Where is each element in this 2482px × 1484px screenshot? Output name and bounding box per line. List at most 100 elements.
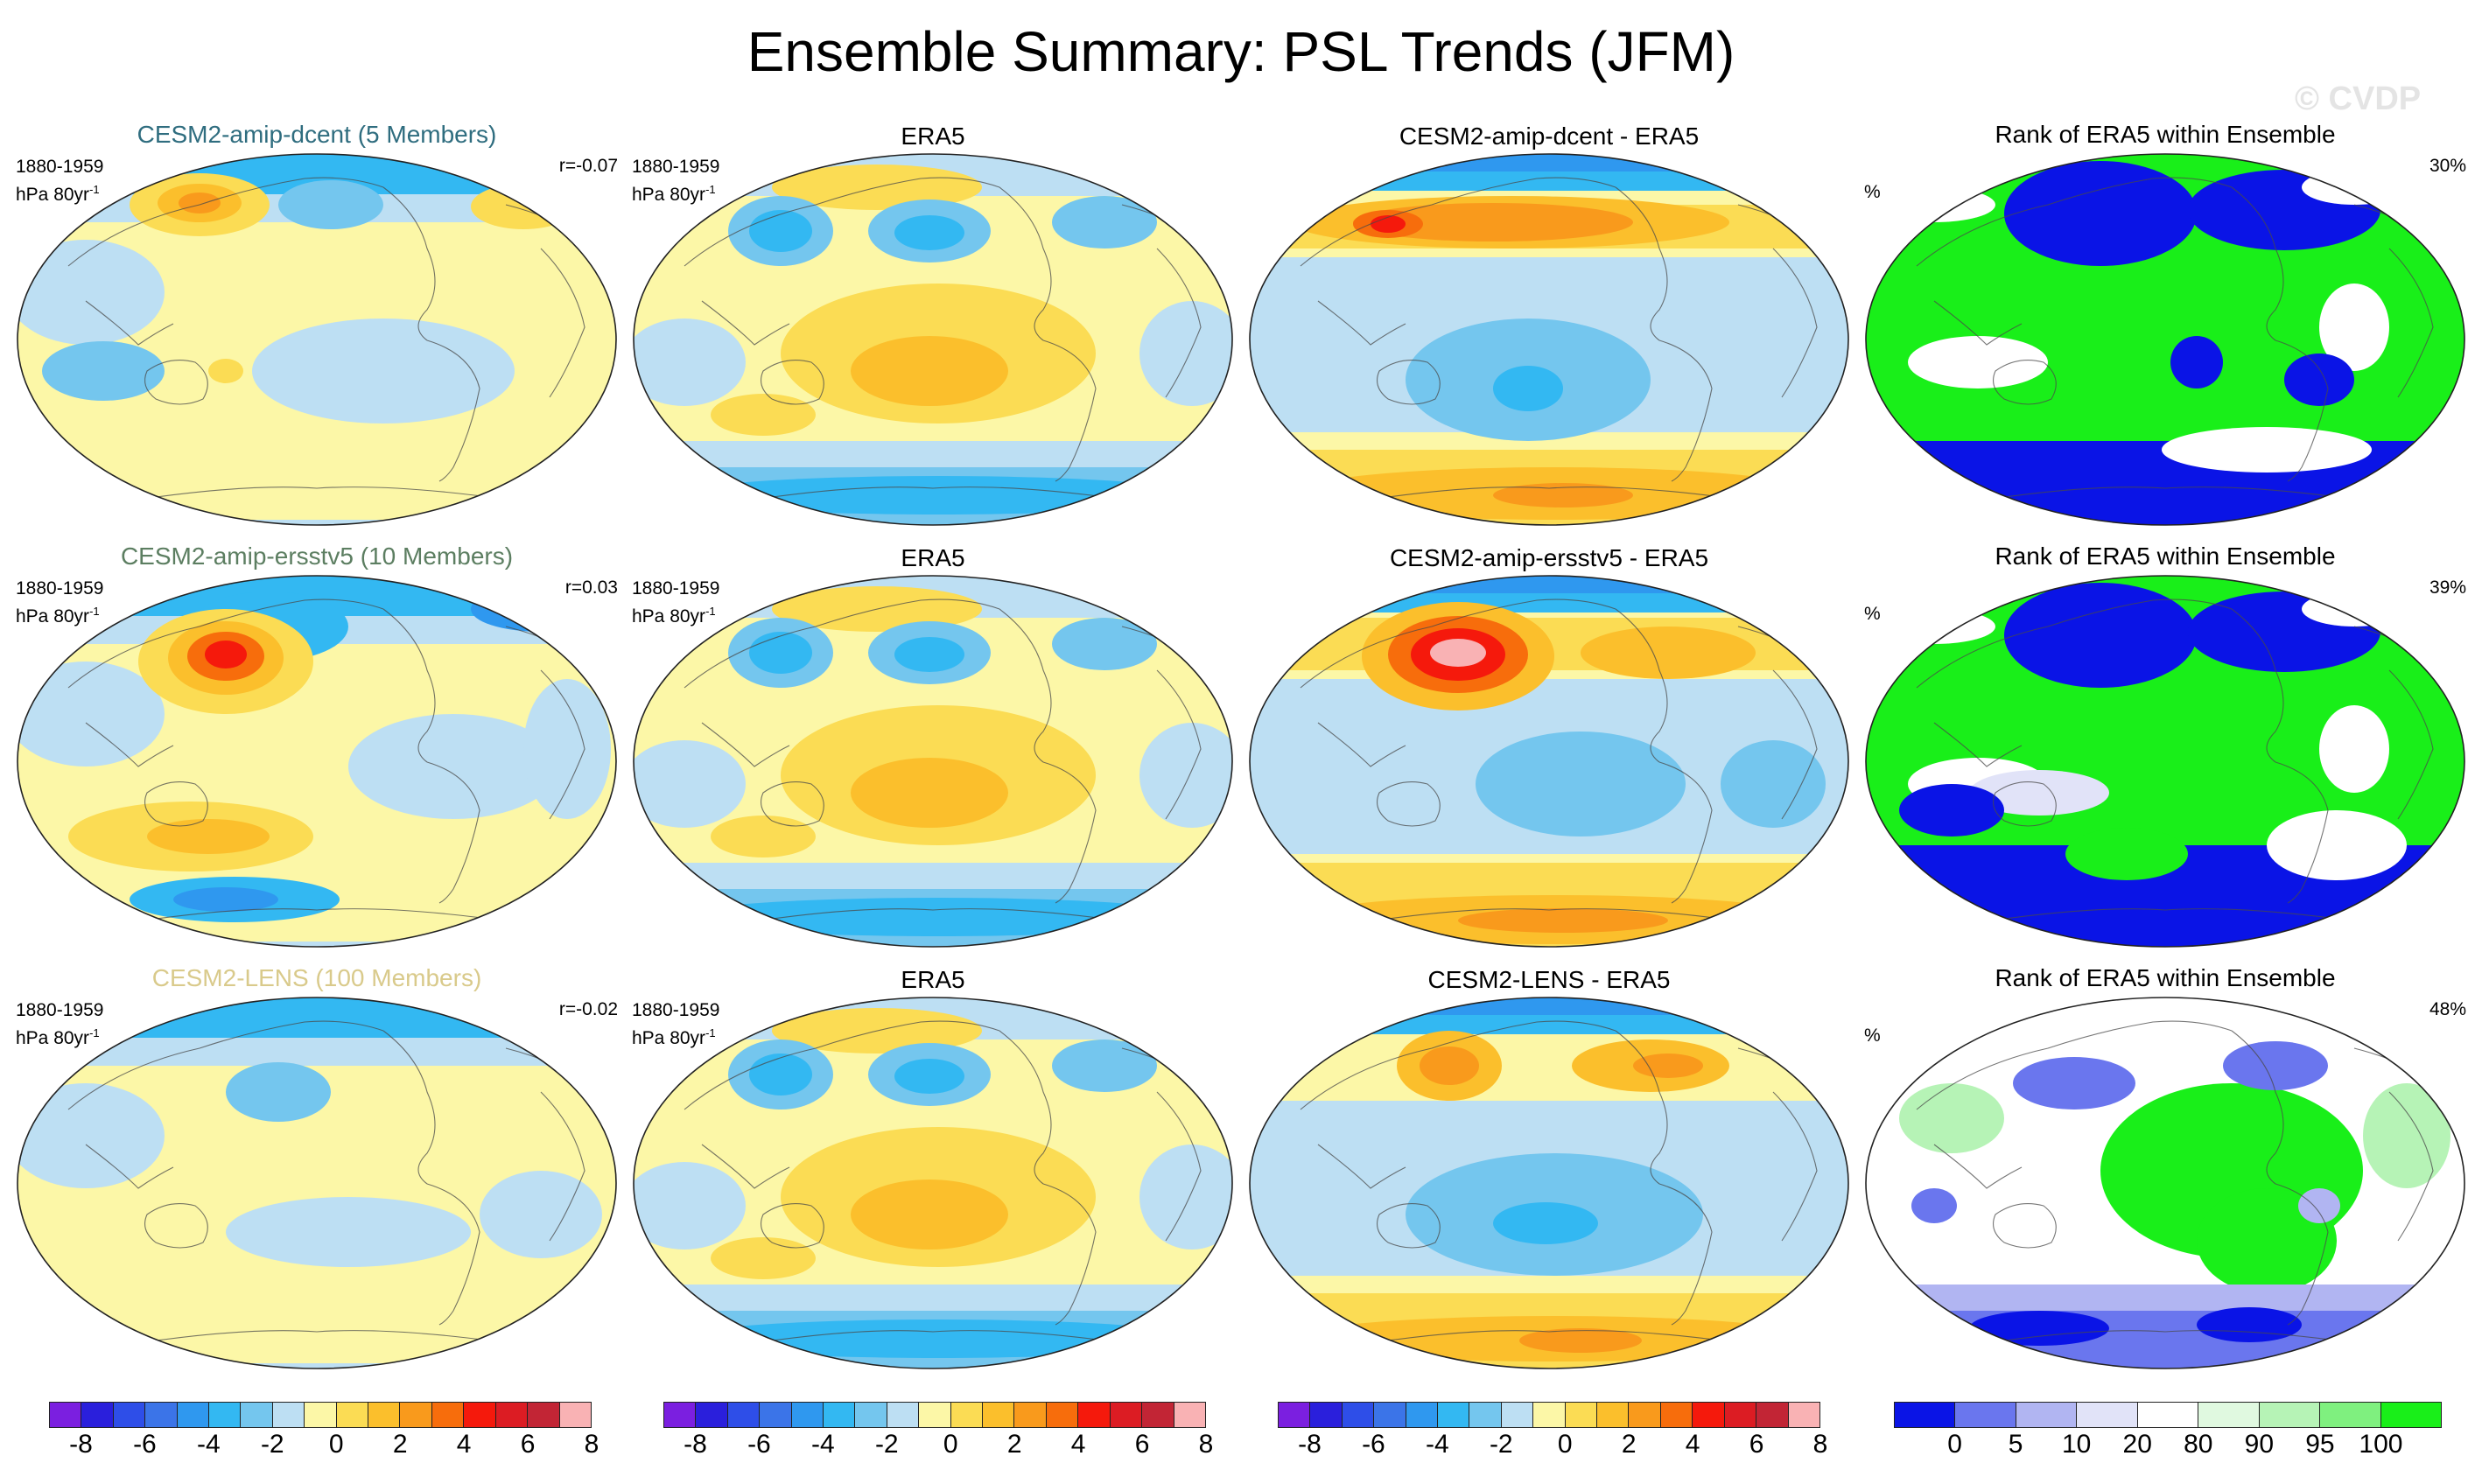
rank-panel-title: Rank of ERA5 within Ensemble — [1995, 121, 2336, 148]
trend-units-exponent: -1 — [705, 1026, 716, 1040]
colorbar-swatch — [2137, 1403, 2199, 1427]
colorbar-swatch — [1895, 1403, 1956, 1427]
model-panel-title: CESM2-LENS (100 Members) — [151, 964, 482, 991]
obs-panel-title: ERA5 — [901, 122, 965, 150]
model-panel-title: CESM2-amip-ersstv5 (10 Members) — [120, 542, 514, 570]
trend-colorbar-1 — [49, 1402, 592, 1428]
colorbar-swatch — [50, 1403, 82, 1427]
trend-units-exponent: -1 — [89, 605, 100, 618]
panel-model-row1: CESM2-amip-dcent (5 Members) 1880-1959 hPa… — [16, 121, 618, 534]
trend-period-units: 1880-1959 hPa 80yr-1 — [632, 578, 719, 628]
panel-rank-row1: Rank of ERA5 within Ensemble% 30% — [1864, 121, 2466, 534]
rank-colorbar-labels: 0 5 10 20 80 90 95 100 — [1894, 1430, 2442, 1465]
colorbar-swatch — [528, 1403, 560, 1427]
colorbar-swatch — [919, 1403, 951, 1427]
colorbar-swatch — [1374, 1403, 1406, 1427]
colorbar-tick-label: 4 — [1070, 1430, 1086, 1459]
colorbar-swatch — [1660, 1403, 1693, 1427]
trend-colorbar-3 — [1278, 1402, 1820, 1428]
colorbar-swatch — [1438, 1403, 1470, 1427]
colorbar-swatch — [1955, 1403, 2016, 1427]
colorbar-tick-label: -6 — [1362, 1430, 1385, 1459]
colorbar-tick-label: -6 — [133, 1430, 157, 1459]
colorbar-swatch — [559, 1403, 591, 1427]
trend-units-label: hPa 80yr — [16, 1028, 90, 1048]
colorbar-swatch — [824, 1403, 856, 1427]
colorbar-swatch — [2380, 1403, 2441, 1427]
diff-panel-title: CESM2-LENS - ERA5 — [1427, 966, 1671, 993]
colorbar-swatch — [1788, 1403, 1819, 1427]
rank-units: % — [1864, 182, 1881, 202]
colorbar-tick-label: 0 — [943, 1430, 958, 1459]
panel-obs-row1: ERA5 1880-1959 hPa 80yr-1 — [632, 122, 1234, 534]
colorbar-swatch — [1110, 1403, 1143, 1427]
colorbar-swatch — [1406, 1403, 1439, 1427]
trend-units: hPa 80yr-1 — [16, 600, 103, 628]
colorbar-tick-label: 8 — [584, 1430, 599, 1459]
trend-units-label: hPa 80yr — [632, 1028, 706, 1048]
colorbar-swatch — [2320, 1403, 2381, 1427]
trend-units: hPa 80yr-1 — [632, 1022, 719, 1050]
colorbar-swatch — [1565, 1403, 1598, 1427]
colorbar-swatch — [2016, 1403, 2078, 1427]
trend-units-exponent: -1 — [89, 1026, 100, 1040]
cvdp-watermark: © CVDP — [2295, 80, 2422, 117]
colorbar-tick-label: 6 — [1749, 1430, 1764, 1459]
colorbar-tick-label: 4 — [456, 1430, 472, 1459]
colorbar-swatch — [1342, 1403, 1375, 1427]
rank-percent: 39% — [2429, 578, 2466, 598]
colorbar-tick-label: -2 — [1489, 1430, 1513, 1459]
colorbar-tick-label: -4 — [1426, 1430, 1449, 1459]
colorbar-swatch — [727, 1403, 761, 1427]
colorbar-swatch — [1533, 1403, 1566, 1427]
colorbar-swatch — [2198, 1403, 2260, 1427]
colorbar-tick-label: 6 — [520, 1430, 536, 1459]
colorbar-tick-label: 0 — [1557, 1430, 1573, 1459]
colorbar-tick-label: -8 — [1298, 1430, 1322, 1459]
panel-obs-row2: ERA5 1880-1959 hPa 80yr-1 — [632, 544, 1234, 956]
colorbar-swatch — [81, 1403, 114, 1427]
trend-units-label: hPa 80yr — [16, 185, 90, 205]
rank-panel-title: Rank of ERA5 within Ensemble — [1995, 542, 2336, 570]
model-panel-title: CESM2-amip-dcent (5 Members) — [137, 121, 497, 148]
colorbar-tick-label: 2 — [1006, 1430, 1022, 1459]
trend-units-exponent: -1 — [705, 605, 716, 618]
colorbar-tick-label: -6 — [747, 1430, 771, 1459]
obs-panel-title: ERA5 — [901, 544, 965, 571]
rank-units: % — [1864, 604, 1881, 624]
trend-period-units: 1880-1959 hPa 80yr-1 — [16, 156, 103, 206]
colorbar-swatch — [1174, 1403, 1205, 1427]
colorbar-tick-label: 100 — [2359, 1430, 2403, 1459]
trend-colorbar-labels-1: -8 -6 -4 -2 0 2 4 6 8 — [49, 1430, 599, 1465]
colorbar-tick-label: 0 — [1947, 1430, 1962, 1459]
rank-percent: 30% — [2429, 156, 2466, 176]
panel-diff-row3: CESM2-LENS - ERA5 — [1248, 966, 1850, 1377]
rank-map — [1865, 575, 2465, 948]
colorbar-tick-label: 20 — [2122, 1430, 2152, 1459]
colorbar-tick-label: 5 — [2008, 1430, 2023, 1459]
colorbar-swatch — [177, 1403, 210, 1427]
colorbar-tick-label: 90 — [2244, 1430, 2275, 1459]
panel-rank-row3: Rank of ERA5 within Ensemble% 48% — [1864, 964, 2466, 1377]
model-map — [17, 575, 617, 948]
colorbar-swatch — [1501, 1403, 1534, 1427]
trend-units-exponent: -1 — [89, 183, 100, 196]
diff-map — [1249, 997, 1849, 1369]
colorbar-tick-label: 2 — [392, 1430, 408, 1459]
colorbar-swatch — [113, 1403, 146, 1427]
colorbar-swatch — [1279, 1403, 1311, 1427]
colorbar-swatch — [2259, 1403, 2321, 1427]
colorbar-swatch — [950, 1403, 984, 1427]
trend-units: hPa 80yr-1 — [632, 600, 719, 628]
trend-period-units: 1880-1959 hPa 80yr-1 — [632, 999, 719, 1050]
trend-period-units: 1880-1959 hPa 80yr-1 — [16, 999, 103, 1050]
trend-period: 1880-1959 — [16, 1000, 104, 1020]
obs-map — [633, 575, 1233, 948]
trend-units: hPa 80yr-1 — [16, 178, 103, 206]
colorbar-tick-label: 0 — [328, 1430, 344, 1459]
trend-period: 1880-1959 — [16, 578, 104, 598]
colorbar-swatch — [400, 1403, 432, 1427]
colorbar-swatch — [887, 1403, 920, 1427]
model-map — [17, 153, 617, 526]
trend-colorbar-2 — [663, 1402, 1206, 1428]
